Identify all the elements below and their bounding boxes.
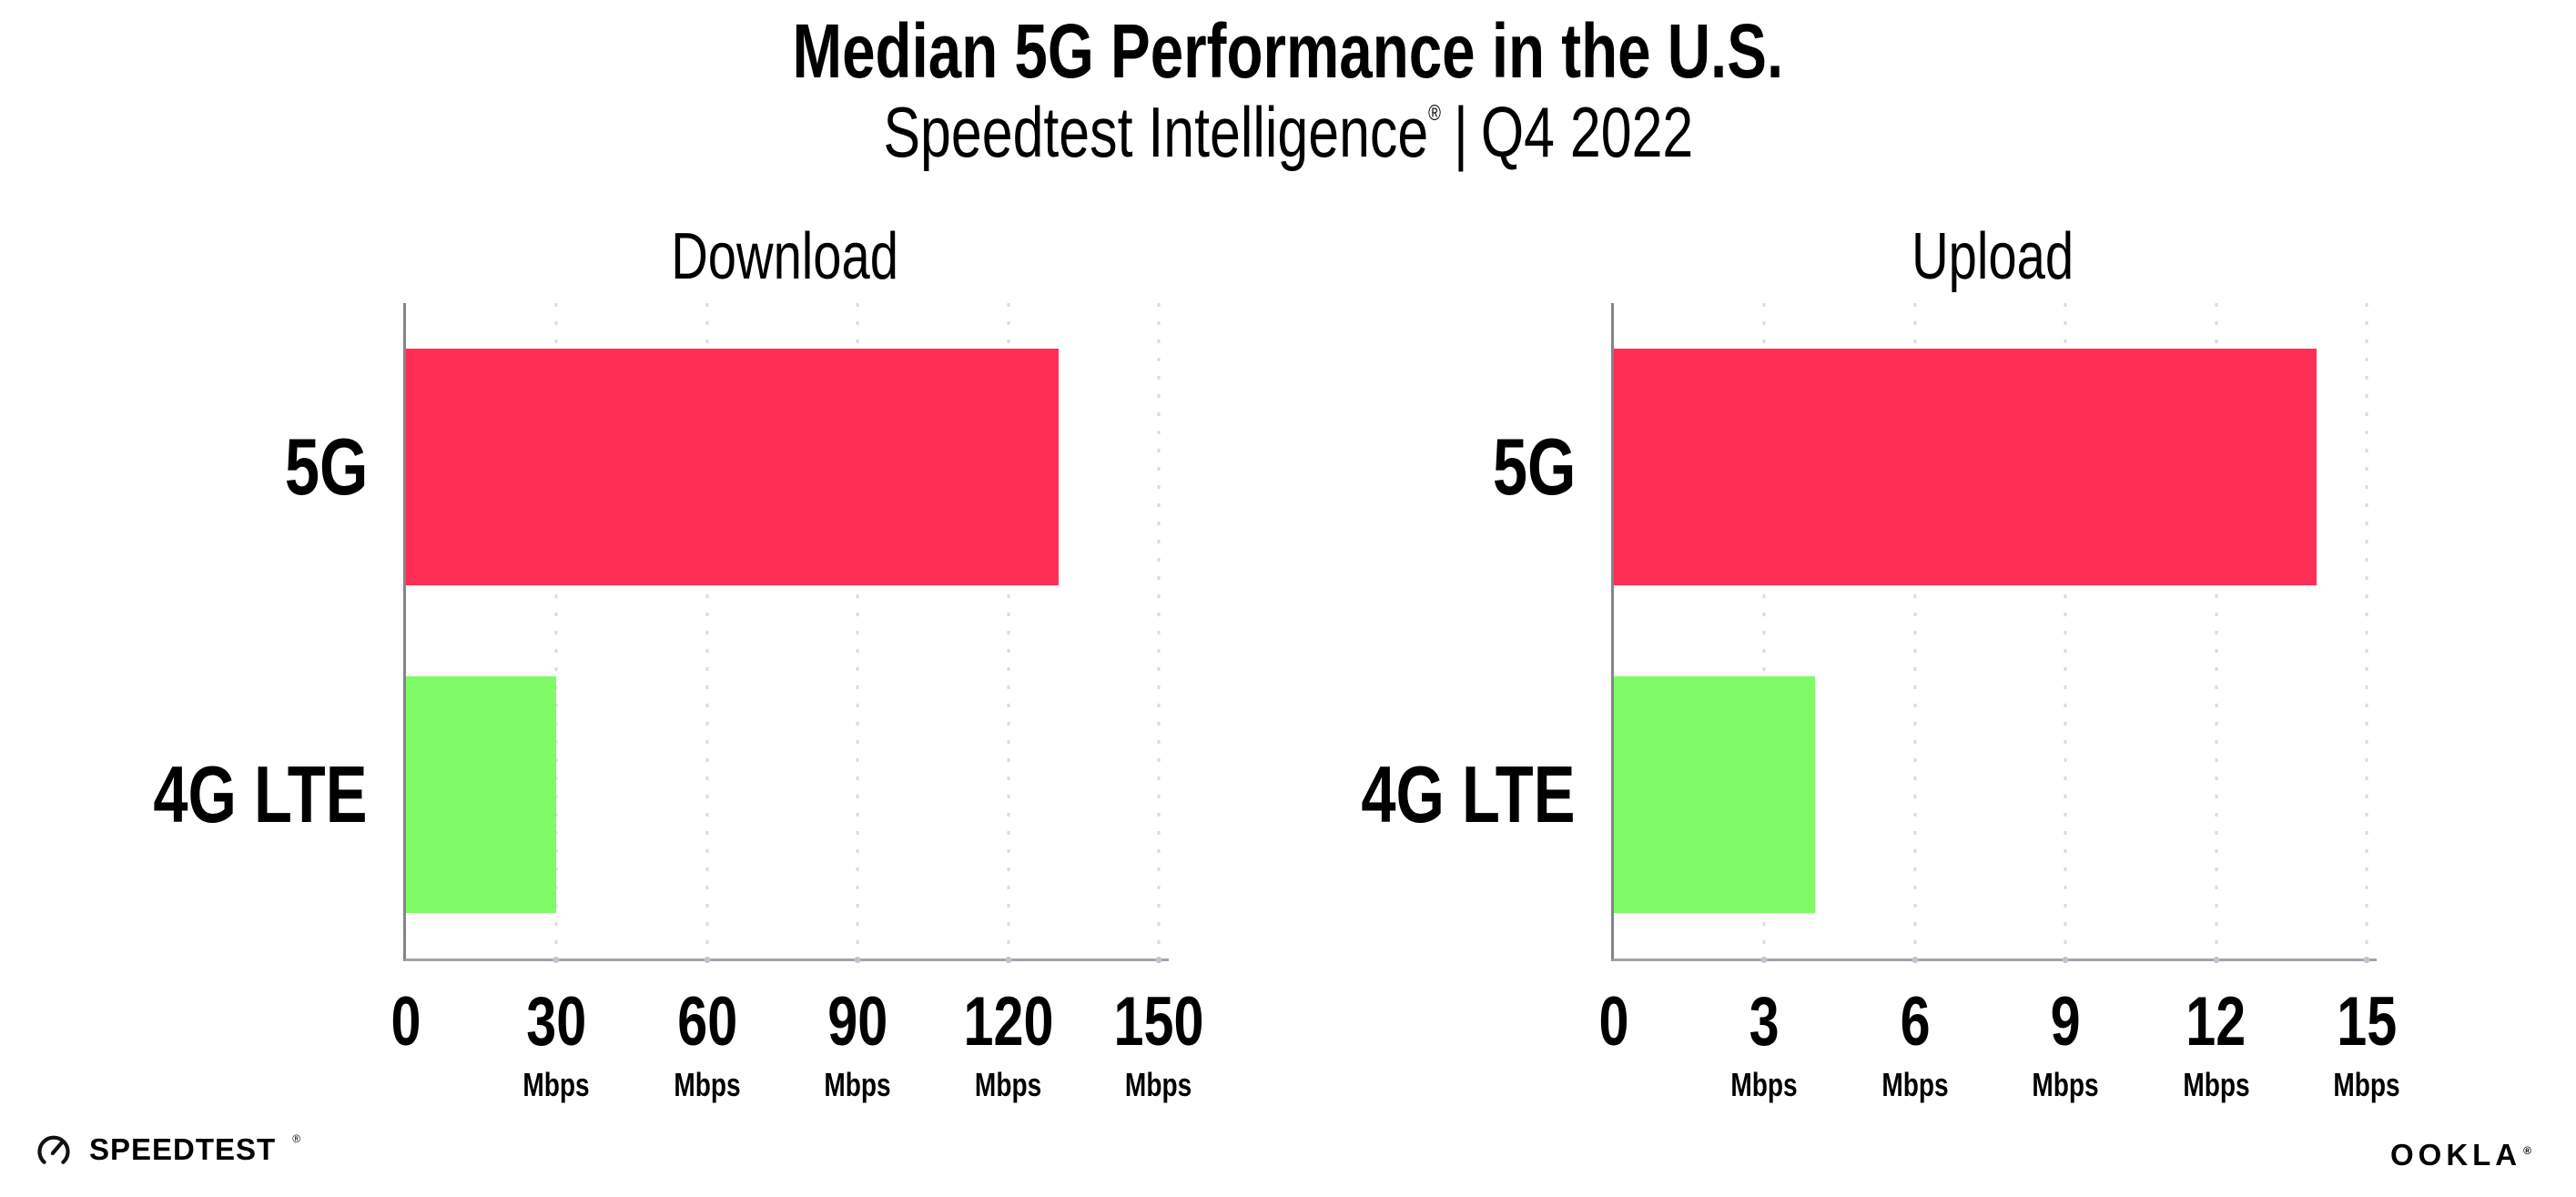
gridline-9 (2064, 303, 2067, 959)
axis-tick-dot (1155, 957, 1162, 963)
axis-tick-dot (2062, 957, 2069, 963)
gridline-12 (2215, 303, 2218, 959)
x-tick-0: 0 (390, 983, 421, 1060)
axis-tick-dot (2213, 957, 2220, 963)
bar-4g-lte (406, 676, 557, 913)
page-subtitle-text: Speedtest Intelligence® | Q4 2022 (883, 96, 1693, 167)
x-tick-60: 60 Mbps (674, 983, 741, 1103)
subtitle-period: Q4 2022 (1480, 92, 1693, 172)
category-label-4g-lte: 4G LTE (1361, 749, 1576, 839)
page-title: Median 5G Performance in the U.S. (0, 13, 2576, 89)
gridline-6 (1913, 303, 1917, 959)
bar-5g (1614, 349, 2317, 585)
x-tick-30: 30 Mbps (522, 983, 591, 1103)
axis-tick-dot (2363, 957, 2370, 963)
gridline-3 (1762, 303, 1766, 959)
speedtest-gauge-icon (37, 1135, 70, 1164)
category-label-5g: 5G (1492, 421, 1576, 512)
x-tick-9: 9 Mbps (2032, 983, 2099, 1103)
download-chart-title: Download (671, 220, 898, 293)
speedtest-wordmark: SPEEDTEST (89, 1132, 277, 1166)
x-tick-6: 6 Mbps (1881, 983, 1949, 1103)
gridline-150 (1157, 303, 1161, 959)
x-tick-15: 15 Mbps (2333, 983, 2400, 1103)
gridline-30 (554, 303, 558, 959)
speedtest-logo: SPEEDTEST ® (33, 1129, 300, 1171)
bar-4g-lte (1614, 676, 1815, 913)
x-tick-12: 12 Mbps (2182, 983, 2250, 1103)
x-tick-150: 150 Mbps (1113, 983, 1204, 1103)
page-subtitle: Speedtest Intelligence® | Q4 2022 (0, 96, 2576, 167)
category-label-4g-lte: 4G LTE (153, 749, 368, 839)
gridline-120 (1007, 303, 1010, 959)
x-tick-0: 0 (1598, 983, 1629, 1060)
gridline-90 (856, 303, 859, 959)
speedtest-registered-mark: ® (292, 1132, 301, 1145)
category-label-5g: 5G (284, 421, 368, 512)
axis-tick-dot (704, 957, 711, 963)
ookla-registered-mark: ® (2523, 1144, 2536, 1157)
upload-chart-title: Upload (1912, 220, 2074, 293)
registered-mark: ® (1427, 101, 1441, 126)
axis-tick-dot (1005, 957, 1012, 963)
x-tick-90: 90 Mbps (824, 983, 891, 1103)
x-tick-120: 120 Mbps (963, 983, 1054, 1103)
plot-area: 0 30 Mbps 60 Mbps 90 Mbps 120 Mbps 150 Mbps 5G 4G LT… (154, 303, 1203, 1101)
gridline-15 (2365, 303, 2368, 959)
axis-tick-dot (553, 957, 560, 963)
axis-tick-dot (854, 957, 861, 963)
ookla-wordmark: OOKLA (2389, 1138, 2522, 1172)
ookla-logo: OOKLA ® (2390, 1138, 2536, 1172)
page-title-text: Median 5G Performance in the U.S. (792, 8, 1784, 94)
axis-tick-dot (1912, 957, 1919, 963)
plot-area: 0 3 Mbps 6 Mbps 9 Mbps 12 Mbps 15 Mbps 5G 4G LTE (1362, 303, 2400, 1101)
x-tick-3: 3 Mbps (1730, 983, 1799, 1103)
subtitle-separator: | (1453, 92, 1468, 172)
gridline-60 (705, 303, 709, 959)
bar-5g (406, 349, 1059, 585)
axis-tick-dot (1760, 957, 1768, 963)
subtitle-brand: Speedtest Intelligence (883, 92, 1428, 172)
